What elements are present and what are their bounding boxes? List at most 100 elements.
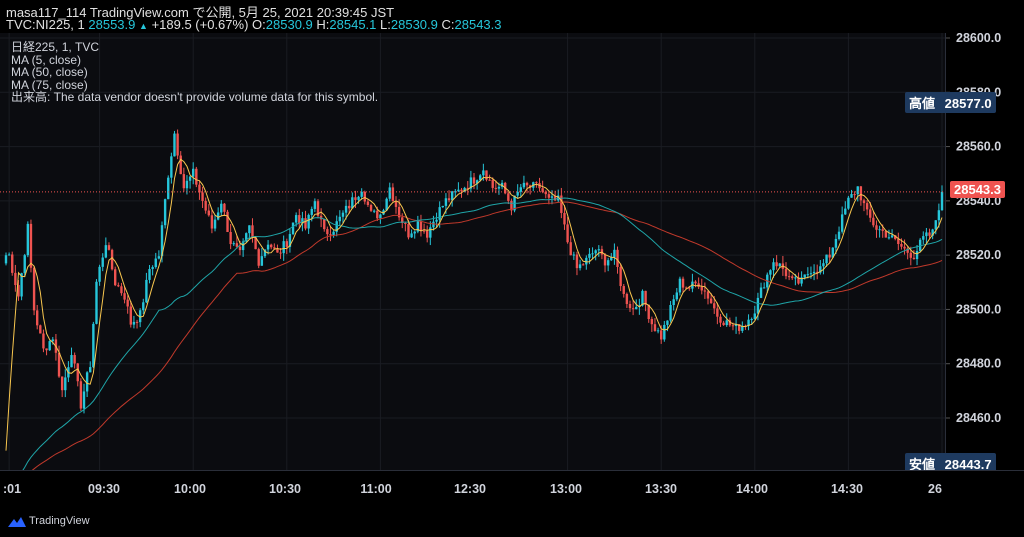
plot-area[interactable]	[0, 33, 945, 470]
candle-body	[688, 287, 691, 289]
candle-body	[569, 242, 572, 256]
candle-body	[544, 191, 547, 195]
candle-body	[641, 290, 644, 306]
candle-body	[48, 341, 51, 351]
candle-body	[132, 321, 136, 325]
candle-body	[232, 243, 235, 245]
price-tick-label: 28460.0	[956, 411, 1001, 425]
candle-body	[934, 220, 937, 230]
candle-body	[60, 376, 64, 391]
candle-body	[101, 257, 104, 267]
candle-body	[344, 205, 348, 213]
candle-body	[204, 200, 207, 211]
candle-body	[142, 302, 145, 311]
candle-body	[466, 187, 469, 189]
candle-body	[160, 225, 164, 257]
candle-body	[404, 222, 407, 224]
candle-body	[606, 260, 610, 266]
candle-body	[64, 377, 67, 391]
brand-logo[interactable]: TradingView	[8, 515, 90, 527]
candle-body	[14, 272, 17, 286]
candle-body	[120, 286, 123, 294]
open-label: O:	[252, 17, 266, 32]
header-bar: masa117_114 TradingView.com で公開, 5月 25, …	[0, 0, 1024, 33]
candle-body	[176, 133, 179, 156]
candle-body	[397, 206, 401, 218]
candle-body	[887, 237, 891, 239]
candle-body	[890, 235, 894, 238]
candle-body	[582, 264, 585, 266]
candle-body	[73, 355, 76, 364]
candle-body	[279, 252, 282, 254]
low-tag-value: 28443.7	[944, 457, 992, 472]
candle-body	[254, 237, 257, 250]
candle-body	[157, 256, 161, 259]
legend-ma5[interactable]: MA (5, close)	[11, 52, 82, 67]
candle-body	[497, 186, 501, 189]
candle-body	[42, 333, 45, 349]
close-value: 28543.3	[454, 17, 502, 32]
candle-body	[39, 325, 42, 334]
candle-body	[426, 230, 429, 238]
candle-body	[738, 324, 741, 331]
candle-body	[869, 209, 872, 218]
candle-body	[285, 241, 288, 247]
candle-body	[348, 205, 351, 209]
high-value: 28545.1	[329, 17, 377, 32]
candle-body	[229, 231, 232, 245]
candle-body	[900, 243, 903, 247]
candle-body	[719, 316, 722, 323]
candle-body	[220, 203, 223, 213]
candle-body	[550, 196, 554, 198]
candle-body	[875, 225, 878, 230]
candle-body	[731, 325, 735, 327]
candle-body	[7, 254, 11, 256]
low-value: 28530.9	[390, 17, 438, 32]
candle-body	[566, 224, 569, 243]
candle-body	[76, 363, 79, 382]
low-label: L:	[380, 17, 391, 32]
candle-body	[816, 271, 819, 273]
time-tick-label: 26	[928, 482, 942, 496]
candle-body	[323, 219, 326, 230]
candle-body	[541, 188, 544, 192]
candle-body	[488, 179, 491, 181]
candle-body	[862, 200, 866, 204]
candle-body	[291, 222, 295, 235]
candle-body	[800, 277, 803, 284]
high-tag-value: 28577.0	[944, 96, 992, 111]
close-label: C:	[441, 17, 455, 32]
candle-body	[195, 168, 198, 185]
candle-body	[856, 186, 859, 195]
legend-title[interactable]: 日経225, 1, TVC	[11, 40, 100, 54]
candle-body	[454, 191, 457, 193]
price-tick-label: 28560.0	[956, 140, 1001, 154]
legend-volume[interactable]: 出来高: The data vendor doesn't provide vol…	[11, 90, 379, 104]
time-tick-label: 13:30	[645, 482, 677, 496]
candle-body	[825, 254, 828, 264]
candle-body	[653, 324, 657, 331]
candle-body	[188, 176, 192, 181]
time-axis[interactable]: :01 09:30 10:00 10:30 11:00 12:30 13:00 13:30 14…	[0, 470, 1024, 507]
candle-body	[482, 170, 485, 176]
candle-body	[422, 230, 426, 232]
candle-body	[332, 231, 335, 235]
legend-ma50[interactable]: MA (50, close)	[11, 65, 88, 79]
candle-body	[822, 263, 825, 267]
candle-body	[238, 246, 242, 251]
candle-body	[709, 298, 713, 304]
candle-body	[441, 205, 444, 208]
candle-body	[95, 281, 98, 324]
candle-body	[245, 233, 248, 242]
legend-ma75[interactable]: MA (75, close)	[11, 77, 88, 92]
candle-body	[912, 257, 916, 260]
candle-body	[114, 269, 117, 286]
candle-body	[179, 155, 182, 175]
time-tick-label: 11:00	[360, 482, 391, 496]
low-price-tag: 安値 28443.7	[905, 453, 996, 474]
candle-body	[837, 231, 841, 239]
candle-body	[925, 232, 928, 237]
candle-body	[235, 243, 239, 247]
candle-body	[553, 196, 557, 201]
symbol-label: TVC:NI225, 1	[6, 17, 85, 32]
